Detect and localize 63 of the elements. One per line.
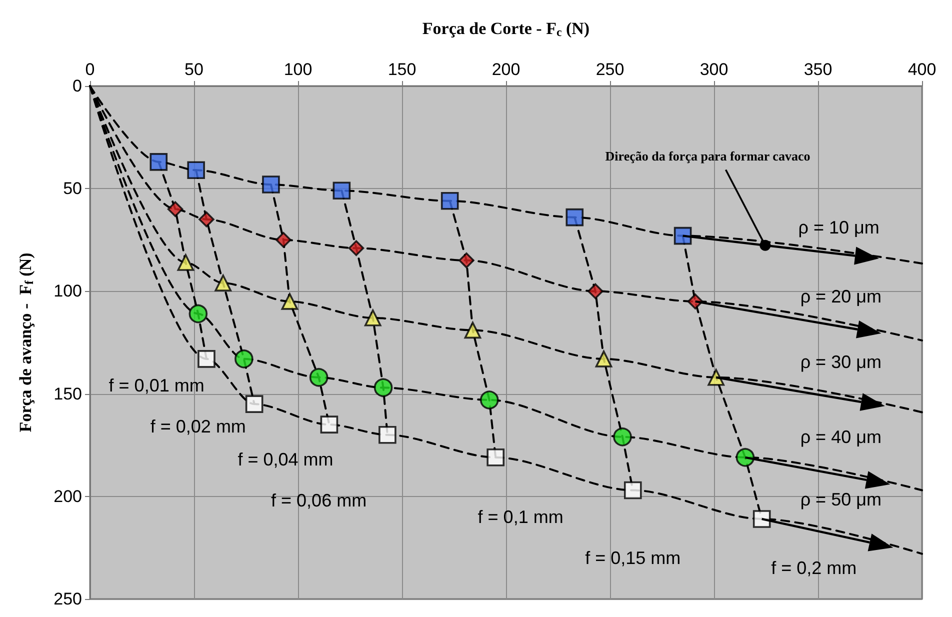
point	[187, 161, 205, 180]
point	[188, 304, 208, 324]
point	[364, 309, 382, 326]
point	[486, 448, 504, 466]
y-tick-label: 150	[54, 384, 82, 404]
point	[262, 176, 280, 194]
x-tick-label: 300	[700, 60, 728, 79]
point	[378, 426, 396, 444]
annotation: ρ = 20 μm	[800, 286, 882, 306]
point	[214, 274, 232, 292]
x-tick-label: 0	[85, 60, 95, 79]
annotation: ρ = 50 μm	[800, 489, 882, 510]
point	[708, 368, 724, 386]
point	[480, 390, 499, 410]
point	[458, 252, 474, 268]
point	[464, 322, 482, 339]
y-tick-label: 250	[54, 590, 82, 608]
x-tick-label: 100	[284, 60, 312, 79]
y-tick-label: 0	[72, 76, 82, 96]
annotation: f = 0,15 mm	[585, 548, 681, 568]
x-tick-label: 150	[388, 60, 416, 79]
point	[588, 283, 604, 300]
point	[595, 350, 612, 368]
y-axis-title: Força de avanço - Ff (N)	[16, 252, 36, 432]
point	[440, 192, 459, 210]
annotation: ρ = 30 μm	[800, 352, 882, 372]
point	[374, 378, 393, 398]
point	[320, 416, 338, 434]
x-tick-label: 50	[184, 60, 204, 79]
annotation: f = 0,02 mm	[150, 416, 246, 437]
point	[198, 350, 216, 368]
point	[309, 368, 328, 387]
y-tick-label: 100	[54, 282, 82, 301]
y-tick-label: 200	[54, 486, 82, 506]
point	[177, 254, 194, 271]
x-tick-label: 200	[492, 60, 520, 79]
y-tick-label: 50	[63, 179, 82, 198]
point	[752, 510, 771, 528]
point	[281, 293, 298, 310]
point	[624, 481, 642, 500]
x-tick-label: 350	[804, 60, 832, 79]
point	[332, 182, 351, 200]
point	[245, 395, 264, 413]
annotation: f = 0,06 mm	[271, 490, 367, 511]
x-tick-label: 400	[908, 60, 936, 79]
point	[276, 232, 292, 248]
point	[348, 240, 364, 256]
annotation: f = 0,01 mm	[108, 376, 204, 396]
x-tick-label: 250	[596, 60, 624, 79]
point	[150, 153, 168, 171]
annotation: f = 0,2 mm	[771, 558, 857, 578]
point	[566, 208, 584, 226]
annotation: f = 0,1 mm	[478, 506, 564, 527]
annotation: ρ = 10 μm	[798, 218, 880, 238]
point	[198, 211, 214, 228]
annotation: ρ = 40 μm	[800, 426, 882, 447]
point	[613, 427, 632, 446]
annotation: f = 0,04 mm	[238, 449, 334, 470]
point	[167, 201, 184, 218]
point	[674, 226, 692, 245]
annotation: Direção da força para formar cavaco	[605, 148, 810, 164]
point	[234, 350, 254, 368]
point	[736, 448, 755, 467]
